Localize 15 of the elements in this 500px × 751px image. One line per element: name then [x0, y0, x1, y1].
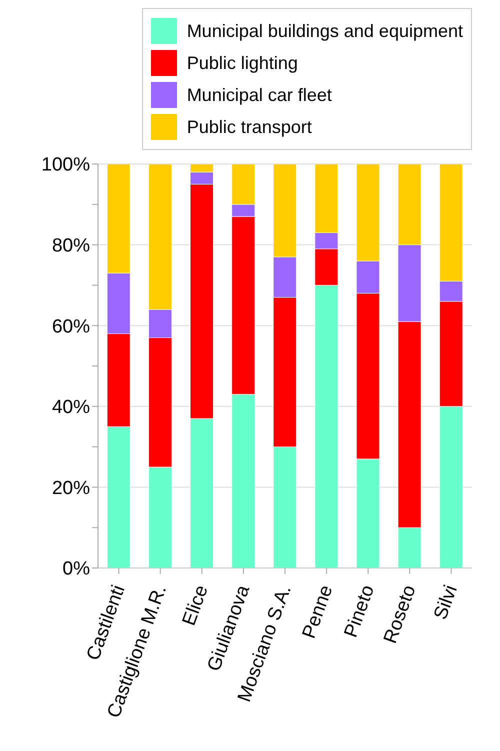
- x-tick-label: Penne: [298, 582, 338, 642]
- y-tick-label: 60%: [52, 316, 90, 338]
- legend-label: Municipal buildings and equipment: [186, 20, 463, 42]
- y-tick-label: 40%: [52, 397, 90, 418]
- x-tick-label: Roseto: [380, 582, 420, 646]
- y-tick-label: 0%: [62, 558, 90, 580]
- legend-label: Public lighting: [186, 52, 298, 74]
- y-tick-label: 80%: [52, 236, 90, 257]
- y-tick-label: 20%: [52, 478, 90, 499]
- legend-label: Public transport: [186, 116, 312, 138]
- x-tick-label: Pineto: [340, 582, 379, 640]
- legend-label: Municipal car fleet: [186, 84, 332, 106]
- x-tick-label: Elice: [178, 582, 213, 628]
- x-tick-label: Silvi: [430, 582, 462, 622]
- y-tick-label: 100%: [41, 154, 90, 176]
